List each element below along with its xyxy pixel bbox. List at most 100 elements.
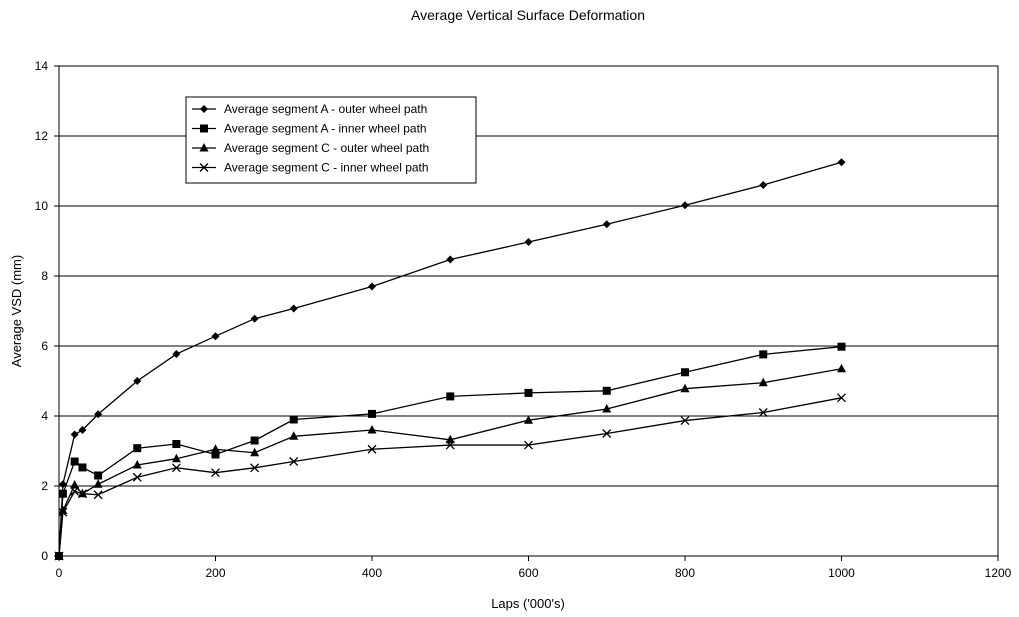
data-point (70, 486, 80, 496)
legend-item: Average segment A - outer wheel path (192, 102, 427, 116)
legend-marker (199, 143, 209, 152)
data-point (837, 393, 846, 403)
series-x (54, 393, 846, 561)
data-point (602, 220, 611, 229)
legend-item: Average segment A - inner wheel path (192, 122, 427, 136)
data-point (250, 447, 260, 457)
x-axis: 0 200 400 600 800 1000 1200 (56, 556, 1012, 580)
data-point (250, 314, 259, 323)
data-point (758, 408, 768, 417)
legend-item: Average segment C - outer wheel path (192, 141, 429, 155)
data-point (446, 255, 455, 264)
x-tick-label: 600 (518, 566, 538, 580)
data-point (250, 463, 260, 473)
data-point (211, 444, 220, 453)
data-point (837, 342, 846, 351)
data-point (211, 332, 220, 341)
data-point (524, 440, 533, 450)
data-point (289, 304, 298, 313)
data-point (680, 383, 690, 393)
data-point (602, 386, 611, 395)
data-point (133, 377, 142, 385)
y-tick-label: 10 (35, 199, 49, 213)
data-point (94, 471, 103, 480)
data-point (211, 450, 220, 459)
y-tick-label: 0 (41, 549, 48, 563)
data-point (171, 453, 181, 463)
data-point (54, 551, 64, 561)
data-point (78, 463, 87, 472)
legend-marker (200, 124, 208, 133)
series-group (54, 158, 846, 561)
y-axis: 0 2 4 6 8 10 12 14 (35, 59, 59, 563)
data-point (93, 479, 103, 488)
data-point (211, 468, 220, 478)
data-point (58, 505, 68, 514)
data-point (602, 429, 612, 438)
data-point (78, 426, 87, 434)
y-tick-label: 2 (41, 479, 48, 493)
data-point (759, 181, 768, 189)
x-tick-label: 0 (56, 566, 63, 580)
chart-title: Average Vertical Surface Deformation (411, 7, 645, 23)
data-point (70, 430, 79, 439)
data-point (837, 363, 846, 373)
grid (59, 135, 998, 487)
legend-label: Average segment C - inner wheel path (224, 161, 429, 175)
x-tick-label: 200 (205, 566, 225, 580)
legend-marker (199, 163, 209, 172)
data-point (681, 201, 689, 210)
data-point (759, 350, 768, 359)
data-point (172, 440, 181, 448)
data-point (524, 388, 533, 397)
x-axis-title: Laps ('000's) (491, 596, 565, 611)
y-axis-title: Average VSD (mm) (9, 255, 24, 367)
x-tick-label: 800 (675, 566, 695, 580)
y-tick-label: 4 (41, 409, 48, 423)
data-point (250, 436, 259, 445)
data-point (367, 425, 377, 434)
legend-marker (200, 105, 208, 113)
data-point (289, 431, 299, 440)
legend-item: Average segment C - inner wheel path (192, 161, 429, 175)
legend-label: Average segment A - outer wheel path (224, 102, 427, 116)
data-point (602, 404, 612, 413)
legend-label: Average segment C - outer wheel path (224, 141, 429, 155)
data-point (681, 368, 689, 377)
y-tick-label: 12 (35, 129, 49, 143)
data-point (70, 479, 80, 489)
data-point (445, 434, 455, 444)
data-point (58, 489, 67, 498)
y-tick-label: 8 (41, 269, 48, 283)
data-point (524, 238, 533, 247)
data-point (93, 490, 103, 500)
data-point (446, 392, 455, 401)
series-square (55, 342, 846, 560)
data-point (132, 472, 142, 482)
data-point (78, 489, 87, 499)
data-point (680, 416, 690, 426)
y-tick-label: 14 (35, 59, 49, 73)
data-point (133, 444, 142, 453)
data-point (445, 440, 455, 450)
series-line (58, 161, 842, 557)
legend-label: Average segment A - inner wheel path (224, 122, 427, 136)
data-point (289, 415, 298, 424)
y-tick-label: 6 (41, 339, 48, 353)
x-tick-label: 1200 (985, 566, 1012, 580)
data-point (524, 415, 533, 424)
data-point (289, 457, 299, 466)
data-point (368, 282, 376, 291)
data-point (58, 507, 68, 517)
data-point (132, 460, 142, 469)
series-line (58, 397, 842, 557)
data-point (58, 480, 67, 489)
data-point (172, 350, 181, 359)
x-tick-label: 1000 (828, 566, 855, 580)
series-diamond (55, 158, 846, 560)
x-tick-label: 400 (362, 566, 382, 580)
legend: Average segment A - outer wheel path Aver… (185, 96, 477, 184)
series-line (58, 346, 842, 557)
data-point (368, 409, 376, 418)
